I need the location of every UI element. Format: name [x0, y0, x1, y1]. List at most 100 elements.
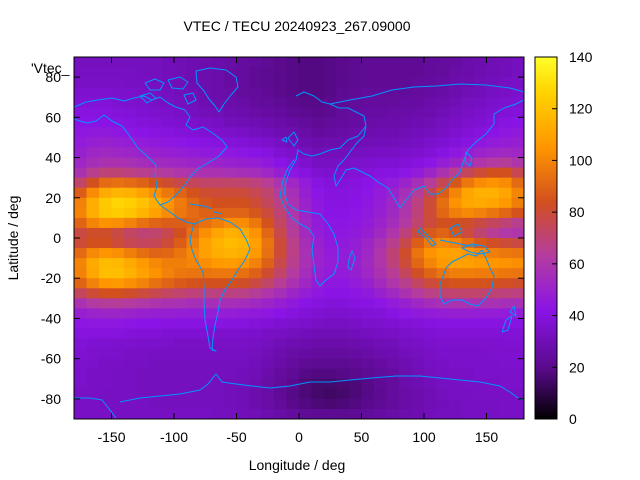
heatmap-cell [499, 87, 513, 98]
heatmap-cell [486, 167, 500, 179]
heatmap-cell [474, 187, 488, 199]
heatmap-cell [449, 398, 463, 410]
heatmap-cell [424, 157, 438, 169]
colorbar-tick-label: 60 [569, 256, 585, 272]
heatmap-cell [399, 107, 413, 118]
heatmap-cell [111, 358, 125, 370]
heatmap-cell [299, 137, 313, 149]
heatmap-cell [349, 57, 363, 68]
heatmap-cell [211, 338, 225, 350]
heatmap-cell [486, 298, 500, 309]
heatmap-cell [199, 207, 213, 219]
heatmap-cell [324, 77, 338, 88]
heatmap-cell [511, 67, 524, 78]
heatmap-cell [224, 318, 238, 330]
heatmap-cell [174, 77, 188, 88]
heatmap-cell [511, 147, 524, 159]
heatmap-cell [274, 328, 288, 340]
heatmap-cell [261, 117, 275, 128]
heatmap-cell [436, 338, 450, 350]
heatmap-cell [374, 318, 388, 330]
heatmap-cell [161, 378, 175, 390]
heatmap-cell [349, 238, 363, 249]
heatmap-cell [386, 268, 400, 279]
colorbar-axis: 0 20 40 60 80 100 120 140 [552, 49, 593, 427]
heatmap-cell [499, 398, 513, 410]
heatmap-cell [461, 368, 475, 380]
heatmap-cell [386, 187, 400, 199]
heatmap-cell [249, 197, 263, 209]
heatmap-cell [349, 87, 363, 98]
heatmap-cell [449, 288, 463, 299]
heatmap-cell [361, 388, 375, 400]
heatmap-cell [436, 147, 450, 159]
heatmap-cell [486, 197, 500, 209]
heatmap-cell [449, 167, 463, 179]
heatmap-cell [361, 408, 375, 419]
heatmap-cell [236, 137, 250, 149]
heatmap-cell [336, 177, 350, 189]
heatmap-cell [149, 358, 163, 370]
heatmap-cell [249, 288, 263, 299]
heatmap-cell [411, 288, 425, 299]
heatmap-cell [199, 408, 213, 419]
heatmap-cell [286, 97, 300, 108]
heatmap-cell [74, 97, 88, 108]
heatmap-cell [311, 97, 325, 108]
heatmap-cell [461, 288, 475, 299]
heatmap-cell [399, 358, 413, 370]
heatmap-cell [261, 57, 275, 68]
heatmap-cell [261, 278, 275, 289]
heatmap-cell [499, 378, 513, 390]
heatmap-cell [349, 318, 363, 330]
heatmap-cell [74, 268, 88, 279]
heatmap-cell [186, 408, 200, 419]
heatmap-cell [461, 177, 475, 189]
heatmap-cell [186, 308, 200, 320]
heatmap-cell [349, 187, 363, 199]
heatmap-cell [149, 288, 163, 299]
heatmap-cell [499, 298, 513, 309]
heatmap-cell [424, 137, 438, 149]
heatmap-cell [174, 177, 188, 189]
heatmap-cell [474, 258, 488, 269]
heatmap-cell [261, 368, 275, 380]
heatmap-cell [149, 77, 163, 88]
heatmap-cell [311, 117, 325, 128]
heatmap-cell [449, 258, 463, 269]
heatmap-cell [399, 207, 413, 219]
heatmap-cell [211, 278, 225, 289]
x-tick-label: -100 [160, 429, 188, 445]
heatmap-cell [336, 157, 350, 169]
heatmap-cell [436, 187, 450, 199]
heatmap-cell [111, 308, 125, 320]
heatmap-cell [186, 87, 200, 98]
heatmap-cell [186, 167, 200, 179]
heatmap-cell [386, 328, 400, 340]
heatmap-cell [149, 157, 163, 169]
heatmap-cell [124, 408, 138, 419]
heatmap-cell [149, 318, 163, 330]
heatmap-cell [224, 328, 238, 340]
y-tick-label: 80 [45, 69, 61, 85]
heatmap-cell [99, 147, 113, 159]
heatmap-cell [161, 298, 175, 309]
heatmap-cell [199, 187, 213, 199]
heatmap-cell [261, 328, 275, 340]
heatmap-cell [511, 97, 524, 108]
heatmap-cell [411, 378, 425, 390]
heatmap-cell [436, 408, 450, 419]
heatmap-cell [361, 358, 375, 370]
heatmap-cell [411, 197, 425, 209]
heatmap-cell [211, 157, 225, 169]
heatmap-cell [249, 298, 263, 309]
heatmap-cell [499, 328, 513, 340]
heatmap-cell [249, 87, 263, 98]
heatmap-cell [199, 398, 213, 410]
heatmap-cell [486, 207, 500, 219]
heatmap-cell [99, 408, 113, 419]
heatmap-cell [224, 137, 238, 149]
heatmap-cell [424, 87, 438, 98]
heatmap-cell [74, 308, 88, 320]
heatmap-cell [474, 137, 488, 149]
